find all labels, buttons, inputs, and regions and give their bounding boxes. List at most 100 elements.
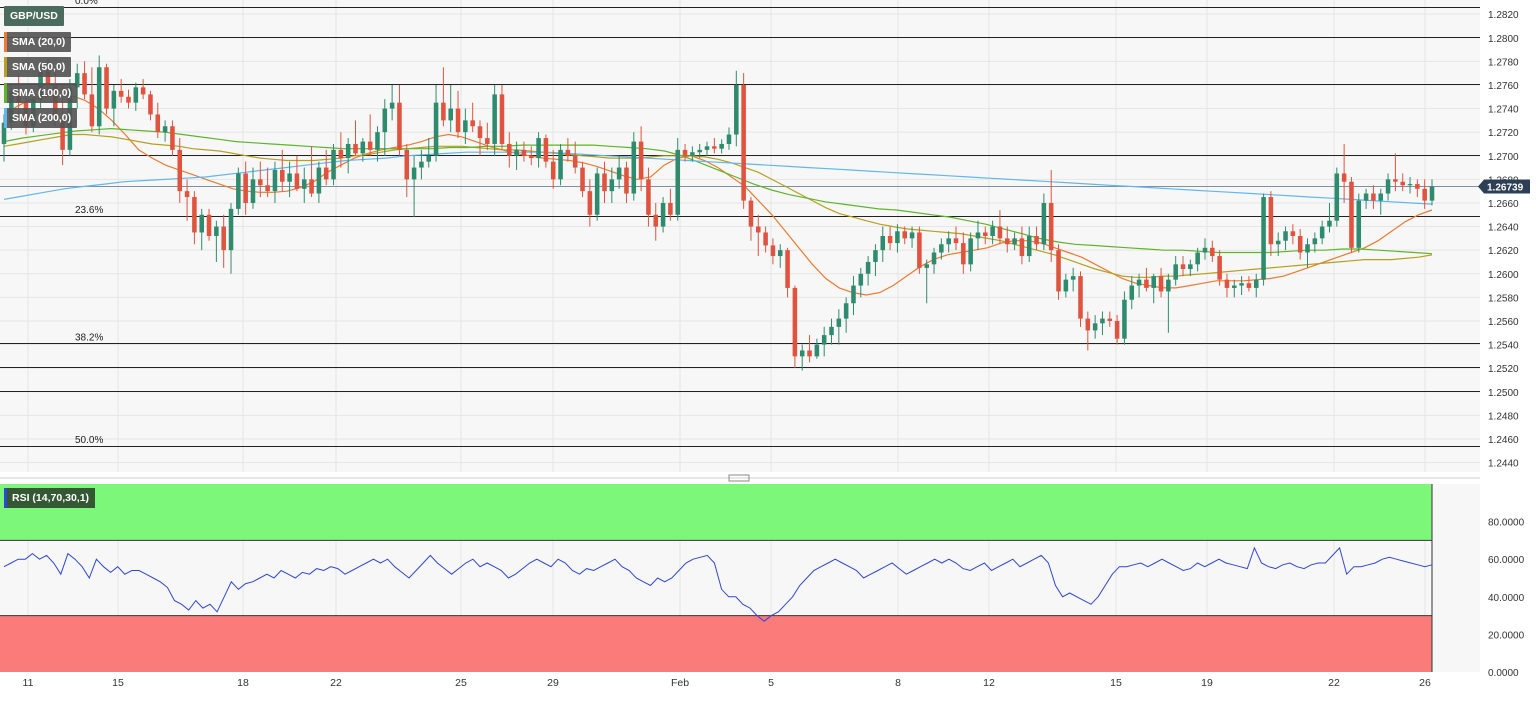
candle-body xyxy=(1371,193,1376,201)
candle-body xyxy=(243,173,248,203)
candle-body xyxy=(441,102,446,121)
legend-sma100[interactable]: SMA (100,0) xyxy=(4,82,78,103)
rsi-axis: 80.0000 60.0000 40.0000 20.0000 0.0000 xyxy=(1488,518,1525,679)
time-tick-label: Feb xyxy=(671,677,689,689)
price-tick-label: 1.2800 xyxy=(1488,34,1519,45)
candle-body xyxy=(1407,184,1413,186)
candle-body xyxy=(375,132,380,150)
candle-body xyxy=(1151,276,1156,288)
candle-body xyxy=(1253,279,1259,288)
candle-body xyxy=(1232,285,1237,288)
price-tick-label: 1.2480 xyxy=(1488,411,1519,422)
candle-body xyxy=(704,146,710,150)
candle-body xyxy=(1385,179,1391,194)
pane-resize-handle[interactable] xyxy=(728,474,750,482)
candle-body xyxy=(338,149,344,159)
candle-body xyxy=(931,252,937,265)
candle-body xyxy=(463,120,468,133)
candle-body xyxy=(939,244,944,253)
candle-body xyxy=(140,87,146,95)
time-tick-label: 26 xyxy=(1419,677,1431,689)
candle-body xyxy=(1378,193,1384,201)
candle-body xyxy=(1319,226,1325,239)
price-axis: 1.2820 1.2800 1.2780 1.2760 1.2740 1.2720 1.27… xyxy=(1488,10,1519,469)
candle-body xyxy=(946,238,951,245)
fib-label: 0.0% xyxy=(75,0,98,7)
candle-body xyxy=(1085,318,1091,331)
candle-body xyxy=(118,90,124,97)
candle-body xyxy=(1415,184,1420,189)
candle-body xyxy=(572,155,578,168)
candle-body xyxy=(89,94,95,127)
candle-body xyxy=(646,179,651,215)
candle-body xyxy=(1122,299,1127,339)
candle-body xyxy=(1188,264,1193,270)
candle-body xyxy=(411,167,417,180)
time-axis: 11 15 18 22 25 29 Feb 5 8 12 15 19 22 26 xyxy=(23,677,1431,689)
price-tick-label: 1.2740 xyxy=(1488,105,1519,116)
fib-label: 23.6% xyxy=(75,205,103,216)
candle-body xyxy=(287,173,292,182)
candle-body xyxy=(272,169,278,192)
candle-body xyxy=(961,243,966,265)
candle-body xyxy=(507,143,512,156)
candle-body xyxy=(280,169,285,182)
price-tick-label: 1.2820 xyxy=(1488,10,1519,21)
candle-body xyxy=(1158,276,1164,292)
time-tick-label: 15 xyxy=(1110,677,1122,689)
time-tick-label: 22 xyxy=(330,677,342,689)
candle-body xyxy=(162,126,168,133)
price-tick-label: 1.2620 xyxy=(1488,246,1519,257)
candle-body xyxy=(367,141,373,150)
sma-lines xyxy=(3,93,1433,296)
candle-body xyxy=(799,350,805,357)
indicator-legend: GBP/USD SMA (20,0) SMA (50,0) SMA (100,0… xyxy=(4,6,78,134)
candle-body xyxy=(609,179,615,192)
candle-body xyxy=(873,250,878,262)
sma50-label: SMA (50,0) xyxy=(12,61,66,73)
legend-rsi[interactable]: RSI (14,70,30,1) xyxy=(4,488,96,508)
time-tick-label: 12 xyxy=(983,677,995,689)
candle-body xyxy=(1048,202,1054,251)
candle-body xyxy=(96,67,102,127)
legend-sma50[interactable]: SMA (50,0) xyxy=(4,57,72,77)
symbol-label[interactable]: GBP/USD xyxy=(4,6,64,26)
sma200-swatch xyxy=(4,108,7,128)
candle-body xyxy=(1063,279,1069,292)
candle-body xyxy=(426,155,432,162)
rsi-tick-label: 60.0000 xyxy=(1488,555,1525,566)
candle-body xyxy=(924,264,929,268)
candle-body xyxy=(316,167,322,194)
price-tick-label: 1.2760 xyxy=(1488,81,1519,92)
candle-body xyxy=(712,146,717,149)
candle-body xyxy=(1166,279,1171,292)
candle-body xyxy=(748,200,754,227)
fib-label: 38.2% xyxy=(75,332,103,343)
candle-body xyxy=(1275,240,1281,245)
legend-sma200[interactable]: SMA (200,0) xyxy=(4,108,78,128)
candle-body xyxy=(660,202,666,227)
candle-body xyxy=(82,73,87,95)
candle-body xyxy=(45,70,51,85)
sma100-label: SMA (100,0) xyxy=(12,86,72,99)
price-tick-label: 1.2520 xyxy=(1488,364,1519,375)
sma50-swatch xyxy=(4,57,7,77)
candle-body xyxy=(126,96,131,103)
candle-body xyxy=(148,94,153,115)
candle-body xyxy=(199,214,204,233)
candle-body xyxy=(1393,179,1398,182)
candle-body xyxy=(983,232,988,236)
candle-body xyxy=(668,202,673,215)
candle-body xyxy=(734,84,739,135)
candle-body xyxy=(602,173,607,192)
candle-body xyxy=(521,149,527,156)
candle-body xyxy=(1283,231,1288,241)
candle-body xyxy=(917,232,922,268)
price-badge xyxy=(1478,179,1530,194)
sma-line-2 xyxy=(3,133,1433,278)
candle-body xyxy=(485,138,490,144)
candle-body xyxy=(301,179,307,189)
legend-sma20[interactable]: SMA (20,0) xyxy=(4,31,72,52)
candle-body xyxy=(829,326,834,336)
